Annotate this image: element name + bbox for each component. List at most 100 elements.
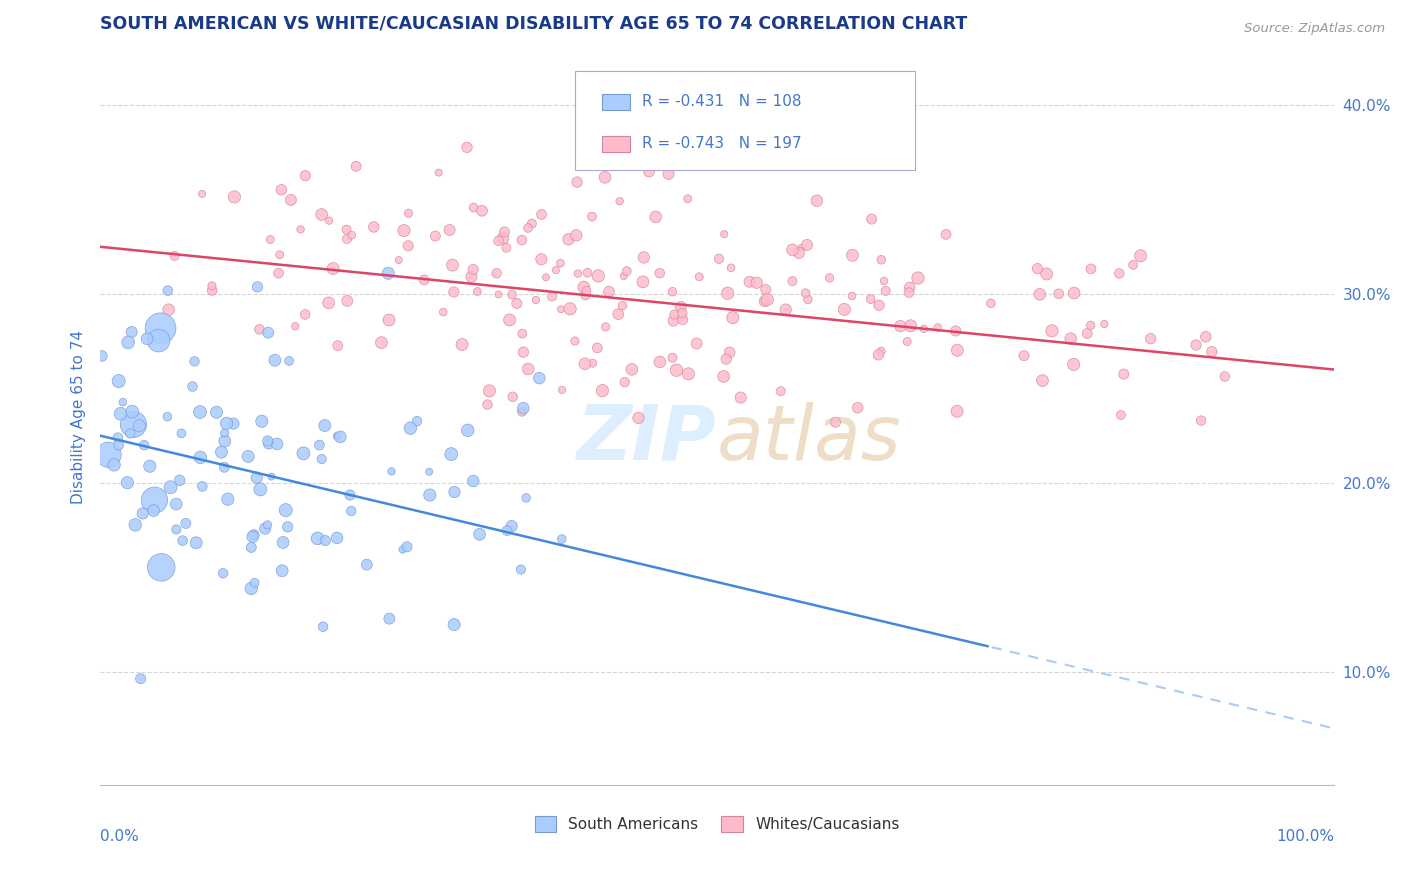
Point (312, 620, 335, 634)
Point (186, 536, 208, 550)
Point (165, 523, 187, 537)
Point (451, 337, 474, 351)
Point (550, 302, 572, 317)
Point (1122, 258, 1144, 272)
Point (399, 421, 422, 435)
Point (243, 528, 266, 542)
Point (294, 169, 316, 183)
Point (224, 190, 246, 204)
Point (183, 354, 205, 368)
Point (492, 231, 515, 245)
Point (212, 566, 235, 581)
Point (257, 436, 280, 450)
Point (927, 320, 949, 334)
Point (502, 390, 524, 404)
Point (717, 286, 740, 301)
Point (159, 480, 181, 494)
Point (191, 186, 214, 201)
Point (1108, 267, 1130, 281)
Point (575, 284, 598, 298)
Point (170, 426, 193, 441)
Point (517, 221, 540, 235)
Point (457, 423, 479, 437)
Point (485, 266, 508, 280)
Point (406, 414, 429, 428)
Point (318, 296, 340, 310)
Point (191, 479, 214, 493)
Point (326, 429, 349, 443)
Point (609, 194, 631, 209)
Point (201, 284, 224, 298)
Point (498, 313, 520, 327)
Point (718, 345, 741, 359)
Point (398, 206, 420, 220)
Point (756, 293, 779, 307)
Point (738, 275, 761, 289)
Point (662, 314, 685, 328)
Text: R = -0.743   N = 197: R = -0.743 N = 197 (643, 136, 801, 152)
Point (1112, 367, 1135, 381)
Point (529, 371, 551, 385)
Point (156, 409, 179, 424)
Point (515, 491, 537, 505)
Point (564, 334, 586, 348)
Point (661, 285, 683, 299)
Point (441, 258, 464, 272)
Point (478, 384, 501, 398)
Point (169, 473, 191, 487)
Point (396, 238, 419, 252)
Point (574, 288, 596, 302)
Point (588, 268, 610, 283)
Point (716, 352, 738, 367)
Point (124, 517, 146, 532)
Point (217, 492, 239, 507)
Point (238, 450, 260, 464)
Point (122, 417, 145, 432)
Point (534, 270, 557, 285)
Point (460, 269, 482, 284)
Point (308, 438, 330, 452)
Point (172, 533, 194, 548)
Point (551, 383, 574, 397)
Point (311, 208, 333, 222)
Point (550, 256, 572, 270)
Point (148, 334, 170, 348)
Point (846, 401, 869, 415)
Point (506, 296, 529, 310)
Point (754, 294, 776, 309)
Point (574, 357, 596, 371)
Point (156, 284, 179, 298)
Point (432, 305, 454, 319)
Point (269, 248, 291, 262)
Point (873, 274, 896, 288)
Point (314, 533, 336, 548)
Point (720, 260, 742, 275)
Point (595, 319, 617, 334)
Point (471, 203, 494, 218)
Point (524, 293, 547, 307)
Point (644, 210, 666, 224)
Text: 0.0%: 0.0% (100, 830, 139, 845)
Point (378, 612, 401, 626)
Point (868, 298, 890, 312)
Point (271, 535, 294, 549)
Point (336, 232, 359, 246)
Point (796, 238, 818, 252)
Point (139, 459, 162, 474)
Point (311, 452, 333, 467)
Point (477, 398, 499, 412)
Point (980, 296, 1002, 310)
Point (824, 415, 846, 429)
Point (613, 375, 636, 389)
Point (665, 363, 688, 377)
Point (946, 404, 969, 418)
Point (688, 269, 710, 284)
Point (214, 425, 236, 440)
Point (946, 343, 969, 358)
Point (557, 232, 579, 246)
Point (1063, 286, 1085, 301)
Point (326, 339, 349, 353)
Point (290, 222, 312, 236)
Point (488, 287, 510, 301)
Point (794, 286, 817, 301)
